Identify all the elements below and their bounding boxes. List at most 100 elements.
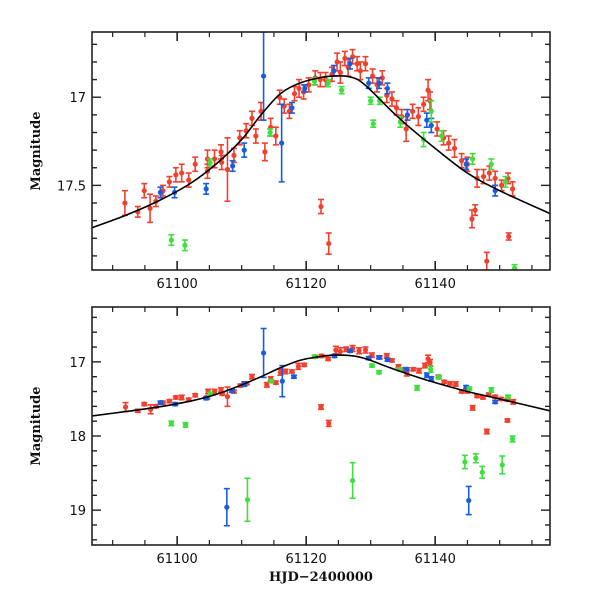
data-point bbox=[505, 232, 512, 241]
data-point bbox=[428, 99, 435, 123]
point-marker bbox=[306, 82, 312, 88]
point-marker bbox=[469, 156, 476, 162]
point-marker bbox=[342, 55, 348, 62]
point-marker bbox=[333, 347, 339, 353]
data-point bbox=[472, 453, 479, 464]
point-marker bbox=[182, 422, 189, 428]
point-marker bbox=[296, 85, 302, 92]
point-marker bbox=[207, 159, 213, 166]
point-marker bbox=[415, 114, 422, 120]
data-point bbox=[207, 158, 214, 167]
data-point bbox=[434, 121, 441, 137]
data-point bbox=[282, 368, 289, 375]
data-point bbox=[288, 368, 295, 375]
point-marker bbox=[414, 385, 420, 391]
point-marker bbox=[357, 68, 363, 74]
point-marker bbox=[260, 350, 267, 356]
series-red bbox=[122, 344, 517, 435]
data-point bbox=[463, 158, 470, 171]
data-point bbox=[466, 385, 473, 392]
point-marker bbox=[347, 348, 353, 354]
point-marker bbox=[469, 216, 475, 222]
point-marker bbox=[122, 404, 129, 410]
point-marker bbox=[318, 404, 324, 410]
point-marker bbox=[157, 400, 163, 406]
point-marker bbox=[376, 80, 382, 86]
data-point bbox=[499, 455, 506, 475]
top-y-tick-label: 17.5 bbox=[57, 179, 86, 194]
data-point bbox=[318, 198, 324, 215]
point-marker bbox=[334, 59, 340, 65]
point-marker bbox=[273, 133, 279, 139]
data-point bbox=[468, 209, 475, 229]
bottom-plot-frame bbox=[91, 306, 551, 546]
data-point bbox=[370, 119, 377, 128]
data-point bbox=[410, 366, 417, 372]
point-marker bbox=[484, 428, 490, 435]
data-point bbox=[423, 112, 430, 128]
data-point bbox=[241, 142, 248, 158]
point-marker bbox=[422, 362, 428, 369]
point-marker bbox=[339, 87, 345, 93]
point-marker bbox=[441, 379, 447, 385]
bottom-x-tick-label: 61100 bbox=[156, 552, 197, 567]
data-point bbox=[272, 126, 279, 146]
data-point bbox=[367, 96, 374, 106]
point-marker bbox=[453, 381, 459, 387]
point-marker bbox=[473, 455, 479, 461]
data-point bbox=[479, 465, 486, 480]
point-marker bbox=[368, 98, 374, 104]
data-point bbox=[469, 404, 476, 411]
point-marker bbox=[509, 186, 516, 192]
point-marker bbox=[186, 177, 192, 183]
data-point bbox=[122, 401, 129, 413]
top-y-axis-title: Magnitude bbox=[29, 111, 44, 190]
point-marker bbox=[173, 394, 179, 401]
data-point bbox=[368, 362, 375, 369]
data-point bbox=[452, 381, 459, 388]
point-marker bbox=[325, 80, 331, 86]
data-point bbox=[416, 367, 423, 374]
data-point bbox=[388, 91, 395, 107]
series-red bbox=[121, 48, 516, 270]
data-point bbox=[192, 392, 199, 398]
point-marker bbox=[224, 504, 230, 510]
data-point bbox=[229, 159, 236, 173]
point-marker bbox=[463, 161, 469, 167]
data-point bbox=[121, 189, 128, 217]
point-marker bbox=[141, 401, 147, 407]
data-point bbox=[325, 356, 332, 362]
point-marker bbox=[179, 394, 185, 401]
point-marker bbox=[122, 200, 128, 206]
data-point bbox=[181, 239, 188, 252]
point-marker bbox=[511, 265, 518, 270]
point-marker bbox=[326, 240, 332, 247]
data-point bbox=[337, 61, 344, 84]
data-point bbox=[260, 327, 267, 379]
point-marker bbox=[203, 186, 209, 192]
data-point bbox=[393, 99, 400, 116]
data-point bbox=[369, 68, 376, 84]
data-point bbox=[356, 346, 363, 355]
data-point bbox=[228, 388, 235, 394]
bottom-data-layer bbox=[122, 327, 517, 527]
bottom-x-tick-label: 61120 bbox=[285, 552, 326, 567]
data-point bbox=[488, 387, 495, 394]
data-point bbox=[157, 400, 164, 406]
point-marker bbox=[472, 207, 478, 213]
top-x-tick-label: 61100 bbox=[156, 277, 197, 292]
data-point bbox=[301, 84, 308, 93]
point-marker bbox=[362, 61, 369, 67]
point-marker bbox=[262, 149, 268, 155]
data-point bbox=[492, 170, 499, 187]
data-point bbox=[447, 380, 454, 386]
point-marker bbox=[486, 170, 492, 176]
data-point bbox=[384, 82, 391, 95]
point-marker bbox=[469, 405, 476, 411]
point-marker bbox=[451, 145, 458, 151]
point-marker bbox=[168, 420, 174, 427]
data-point bbox=[502, 175, 509, 188]
point-marker bbox=[192, 392, 198, 398]
point-marker bbox=[488, 161, 494, 167]
data-point bbox=[252, 128, 259, 144]
